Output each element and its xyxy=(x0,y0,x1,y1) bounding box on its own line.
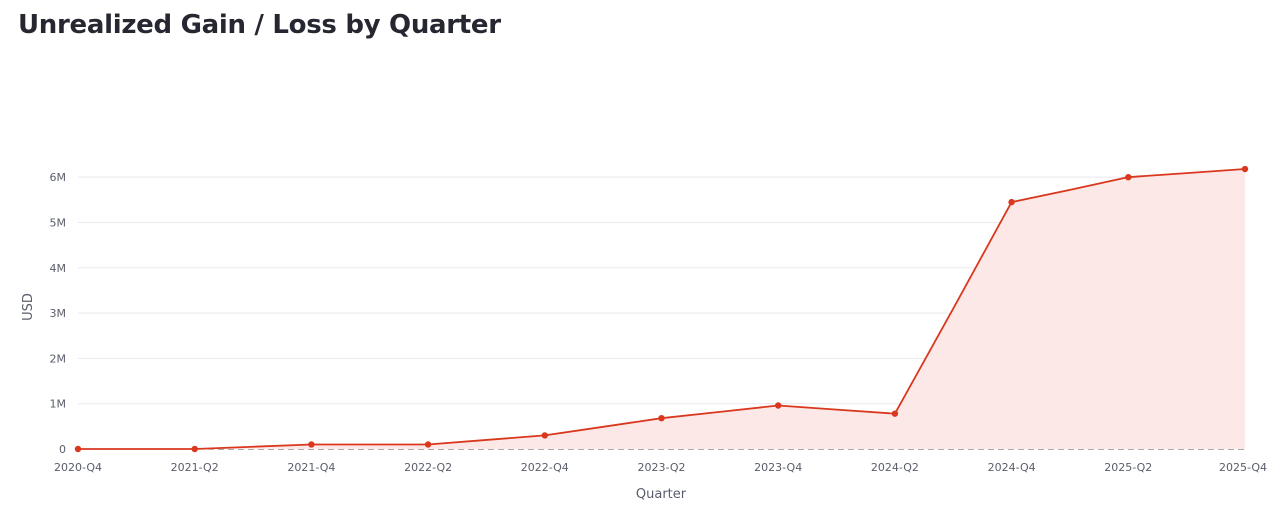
x-tick-label: 2023-Q2 xyxy=(637,461,685,474)
data-point[interactable] xyxy=(1008,198,1015,206)
x-tick-label: 2023-Q4 xyxy=(754,461,802,474)
y-tick-label: 2M xyxy=(50,352,67,365)
data-point[interactable] xyxy=(74,445,82,453)
y-tick-label: 6M xyxy=(50,171,67,184)
data-point[interactable] xyxy=(424,441,432,448)
data-point[interactable] xyxy=(1125,173,1132,181)
data-markers xyxy=(74,165,1249,453)
x-tick-label: 2022-Q4 xyxy=(521,461,569,474)
x-tick-label: 2024-Q4 xyxy=(988,461,1036,474)
x-tick-label: 2022-Q2 xyxy=(404,461,452,474)
data-point[interactable] xyxy=(308,441,315,448)
x-axis-ticks: 2020-Q4 2021-Q2 2021-Q4 2022-Q2 2022-Q4 2023-… xyxy=(54,461,1267,474)
x-tick-label: 2021-Q4 xyxy=(287,461,335,474)
x-tick-label: 2025-Q4 xyxy=(1219,461,1267,474)
data-point[interactable] xyxy=(541,432,548,439)
y-tick-label: 3M xyxy=(50,307,67,320)
y-tick-label: 0 xyxy=(59,443,66,456)
x-tick-label: 2024-Q2 xyxy=(871,461,919,474)
data-point[interactable] xyxy=(891,410,899,417)
x-tick-label: 2025-Q2 xyxy=(1104,461,1152,474)
area-fill xyxy=(78,169,1245,449)
x-axis-title: Quarter xyxy=(636,487,687,502)
area-fill-path xyxy=(78,169,1245,449)
x-tick-label: 2021-Q2 xyxy=(171,461,219,474)
data-point[interactable] xyxy=(775,402,782,409)
x-tick-label: 2020-Q4 xyxy=(54,461,102,474)
y-tick-label: 4M xyxy=(50,262,67,275)
y-tick-label: 1M xyxy=(50,398,67,411)
data-point[interactable] xyxy=(1241,165,1249,173)
data-point[interactable] xyxy=(191,445,198,453)
chart-title: Unrealized Gain / Loss by Quarter xyxy=(18,10,501,40)
y-axis-title: USD xyxy=(21,293,36,321)
data-point[interactable] xyxy=(658,414,665,422)
y-axis-ticks: 0 1M 2M 3M 4M 5M 6M xyxy=(50,171,67,456)
y-tick-label: 5M xyxy=(50,216,67,229)
